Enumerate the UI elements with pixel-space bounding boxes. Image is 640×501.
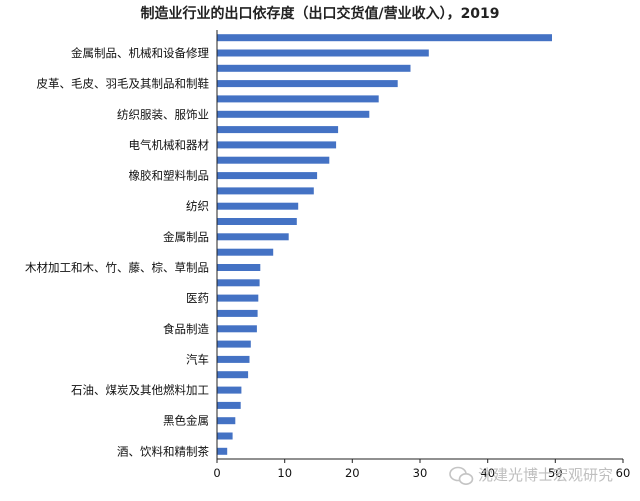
category-label-11: 纺织 bbox=[186, 199, 209, 213]
category-label-13: 金属制品 bbox=[163, 230, 209, 244]
x-tick-label-6: 60 bbox=[616, 466, 631, 480]
bar-24 bbox=[217, 401, 241, 409]
bar-8 bbox=[217, 156, 330, 164]
x-tick-label-1: 10 bbox=[277, 466, 292, 480]
bar-9 bbox=[217, 172, 318, 180]
bar-2 bbox=[217, 64, 411, 72]
bar-13 bbox=[217, 233, 289, 241]
bar-25 bbox=[217, 417, 236, 425]
bar-4 bbox=[217, 95, 379, 103]
watermark-text: 沈建光博士宏观研究 bbox=[478, 466, 613, 484]
bar-12 bbox=[217, 218, 297, 225]
category-label-5: 纺织服装、服饰业 bbox=[117, 107, 209, 121]
bar-6 bbox=[217, 126, 339, 134]
bar-21 bbox=[217, 355, 250, 363]
x-tick-label-0: 0 bbox=[213, 466, 220, 480]
category-label-1: 金属制品、机械和设备修理 bbox=[71, 46, 209, 60]
bar-5 bbox=[217, 110, 370, 118]
watermark: 沈建光博士宏观研究 bbox=[449, 466, 613, 485]
bar-7 bbox=[217, 141, 337, 149]
bar-19 bbox=[217, 325, 257, 333]
bar-22 bbox=[217, 371, 249, 379]
bar-17 bbox=[217, 294, 259, 302]
category-label-19: 食品制造 bbox=[163, 322, 209, 336]
bar-3 bbox=[217, 80, 398, 88]
category-label-27: 酒、饮料和精制茶 bbox=[117, 444, 209, 458]
category-label-15: 木材加工和木、竹、藤、棕、草制品 bbox=[25, 261, 209, 275]
category-label-9: 橡胶和塑料制品 bbox=[129, 169, 210, 183]
bar-10 bbox=[217, 187, 314, 195]
bar-26 bbox=[217, 432, 233, 440]
bar-11 bbox=[217, 202, 299, 210]
x-tick-label-3: 30 bbox=[413, 466, 428, 480]
bars-group bbox=[217, 34, 552, 455]
bar-23 bbox=[217, 386, 242, 394]
bar-16 bbox=[217, 279, 260, 287]
bar-20 bbox=[217, 340, 251, 348]
bar-15 bbox=[217, 264, 261, 271]
category-labels: 金属制品、机械和设备修理皮革、毛皮、羽毛及其制品和制鞋纺织服装、服饰业电气机械和… bbox=[25, 46, 209, 458]
bar-27 bbox=[217, 447, 228, 455]
category-label-21: 汽车 bbox=[186, 352, 209, 366]
category-label-23: 石油、煤炭及其他燃料加工 bbox=[71, 383, 209, 397]
category-label-3: 皮革、毛皮、羽毛及其制品和制鞋 bbox=[37, 77, 210, 91]
category-label-7: 电气机械和器材 bbox=[129, 138, 210, 152]
x-axis-ticks: 0 10 20 30 40 50 60 bbox=[213, 459, 630, 480]
chart-title: 制造业行业的出口依存度（出口交货值/营业收入），2019 bbox=[140, 5, 499, 22]
bar-1 bbox=[217, 49, 429, 57]
bar-18 bbox=[217, 309, 258, 317]
x-tick-label-4: 40 bbox=[480, 466, 495, 480]
category-label-25: 黑色金属 bbox=[163, 414, 209, 428]
x-tick-label-2: 20 bbox=[345, 466, 360, 480]
bar-14 bbox=[217, 248, 274, 256]
bar-0 bbox=[217, 34, 552, 42]
wechat-icon bbox=[449, 466, 474, 485]
x-tick-label-5: 50 bbox=[548, 466, 563, 480]
category-label-17: 医药 bbox=[186, 291, 209, 305]
